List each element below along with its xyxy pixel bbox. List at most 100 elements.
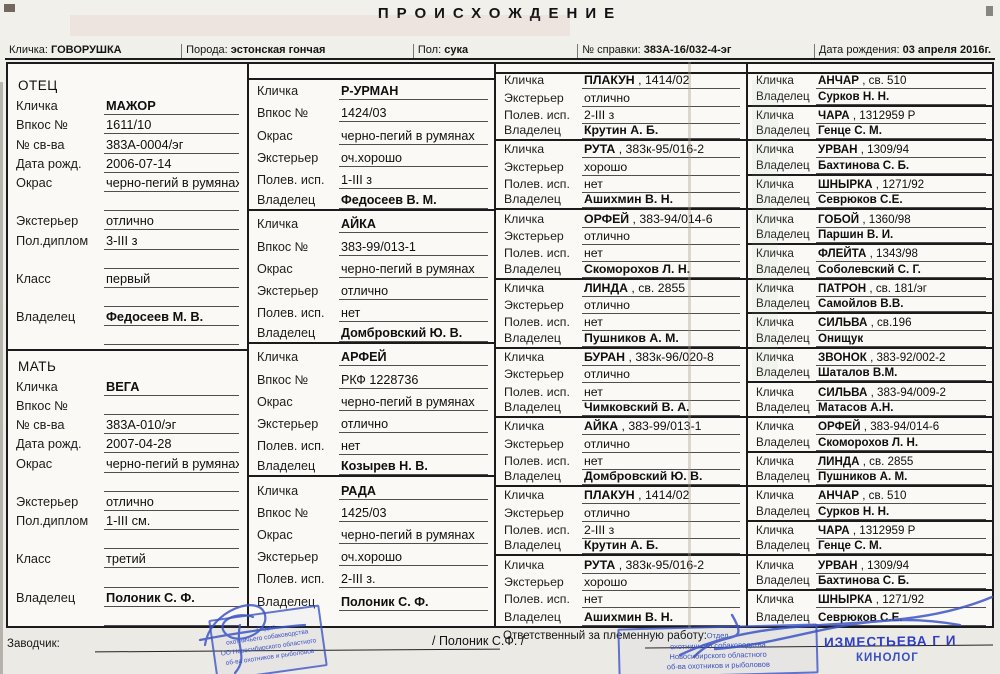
field-value: ПАТРОН , св. 181/эг [816,282,986,297]
field-row: Экстерьер отлично [249,411,494,433]
field-value: ЛИНДА , св. 2855 [816,455,986,470]
field-label: Кличка [756,524,794,538]
field-label: Кличка [504,350,545,365]
field-row: Кличка БУРАН , 383к-96/020-8 [496,349,746,367]
field-label: Владелец [756,158,810,172]
field-row: Кличка ОРФЕЙ , 383-94/014-6 [748,418,992,436]
field-label [16,586,104,588]
field-label: Владелец [756,573,810,587]
field-value: Пушников А. М. [816,470,986,486]
field-label: Кличка [257,350,299,365]
field-value: отлично [339,284,488,300]
field-label: Полев. исп. [504,384,570,399]
field-label: Впкос № [16,397,69,413]
field-value: хорошо [582,160,740,176]
field-value: Федосеев М. В. [104,309,239,327]
field-row: Кличка ОРФЕЙ , 383-94/014-6 [496,210,746,228]
field-label: Владелец [504,400,561,414]
field-label: Полев. исп. [504,315,570,330]
field-value [104,612,239,626]
field-row: Владелец Сурков Н. Н. [748,504,992,522]
header-field: № справки: 383А-16/032-4-эг [577,44,814,58]
field-label: Кличка [756,558,794,572]
field-value [104,478,239,492]
field-value [104,401,239,415]
field-value: ОРФЕЙ , 383-94/014-6 [816,420,986,436]
field-value: Скоморохов Л. Н. [582,262,740,278]
field-label: Пол.диплом [16,232,89,248]
field-row: Владелец Соболевский С. Г. [748,262,992,280]
field-row: Кличка УРВАН , 1309/94 [748,141,992,159]
field-value: СИЛЬВА , св.196 [816,316,986,332]
field-value: 1-III з [339,173,488,189]
field-value: отлично [104,213,239,231]
field-row: Кличка ГОБОЙ , 1360/98 [748,210,992,228]
field-row: Владелец Домбровский Ю. В. [249,322,494,345]
field-value: Домбровский Ю. В. [339,326,488,343]
field-row: Владелец Ашихмин В. Н. [496,608,746,626]
field-value: АЙКА [339,217,488,234]
field-label: Впкос № [16,117,69,133]
field-value: Скоморохов Л. Н. [816,436,986,451]
field-row: Кличка ЧАРА , 1312959 Р [748,107,992,124]
header-field-label: Пол: [417,44,442,56]
registration-number: , 383к-95/016-2 [615,142,705,157]
field-label [16,305,104,307]
field-label: Кличка [257,217,299,232]
field-row: Владелец Полоник С. Ф. [249,588,494,611]
field-label: Владелец [504,609,561,624]
field-label: Кличка [504,488,545,503]
field-value: нет [339,306,488,323]
field-value: 3-III з [104,233,239,250]
field-row: № св-ва 383А-010/эг [16,415,239,435]
field-label: Экстерьер [16,493,79,509]
field-value: Онищук [816,332,986,347]
field-row: Владелец Матасов А.Н. [748,401,992,418]
field-label: Кличка [756,212,794,226]
field-label: Владелец [756,89,810,103]
field-value: ШНЫРКА , 1271/92 [816,178,986,194]
field-label: Впкос № [257,372,309,387]
field-label: Кличка [756,281,794,295]
field-row: Полев. исп. нет [249,300,494,323]
field-row: Владелец Бахтинова С. Б. [748,574,992,591]
registration-number: , 1309/94 [857,558,910,572]
field-value: 383А-010/эг [104,417,239,435]
field-label: Кличка [756,178,794,192]
field-label: Владелец [756,366,810,380]
field-row: Полев. исп. нет [496,383,746,401]
field-value: нет [582,315,740,332]
field-row: Владелец Домбровский Ю. В. [496,470,746,488]
field-row: Кличка ЛИНДА , св. 2855 [748,453,992,470]
registration-number: , 1343/98 [866,247,918,261]
field-row: Владелец Чимковский В. А. [496,401,746,418]
field-value [104,535,239,550]
field-row: Владелец Федосеев В. М. [249,189,494,212]
field-value: отлично [582,229,740,245]
field-label: Кличка [504,211,545,226]
grandparents-column: Кличка Р-УРМАН Впкос № 1424/03 Окрас чер… [249,64,496,626]
field-row: Кличка ЗВОНОК , 383-92/002-2 [748,349,992,367]
field-value: ПЛАКУН , 1414/02 [582,488,740,505]
field-row: № св-ва 383А-0004/эг [16,134,239,154]
field-label: Кличка [756,108,794,122]
field-label: Полев. исп. [504,107,570,122]
field-label: Окрас [257,527,293,542]
field-value: АНЧАР , св. 510 [816,489,986,505]
field-value: 1425/03 [339,506,488,522]
field-row: Кличка ЧАРА , 1312959 Р [748,522,992,540]
field-label: Кличка [16,378,58,394]
field-label: Полев. исп. [504,246,570,261]
field-value: 2-III з [582,523,740,540]
field-value: нет [582,592,740,609]
field-label: Полев. исп. [504,523,570,538]
field-label: Окрас [257,394,293,409]
registration-number: , 1414/02 [634,73,690,88]
field-label: Владелец [257,326,316,341]
registration-number: , 383к-96/020-8 [625,350,714,365]
field-value: Самойлов В.В. [816,297,986,313]
great-great-grandparents-column: Кличка АНЧАР , св. 510 Владелец Сурков Н… [748,64,992,626]
field-label: Экстерьер [504,367,564,382]
field-row: Владелец Скоморохов Л. Н. [748,435,992,453]
field-value [104,331,239,346]
